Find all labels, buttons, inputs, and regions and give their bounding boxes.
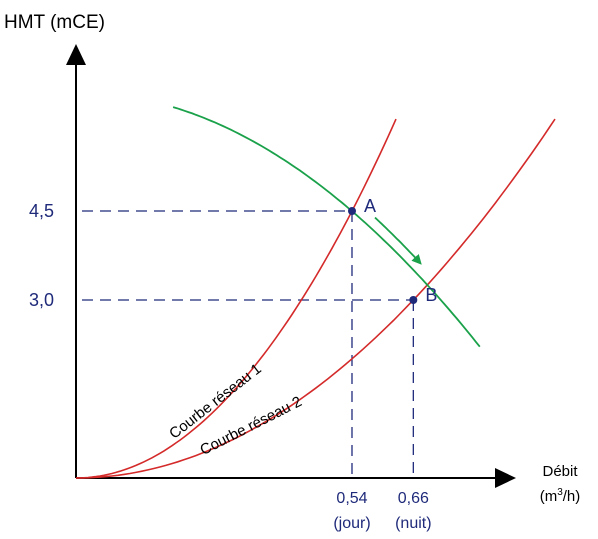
network-curve-1 <box>75 118 397 479</box>
guide-lines <box>82 210 414 475</box>
x-tick-sub-jour: (jour) <box>333 515 370 532</box>
y-tick-3-0: 3,0 <box>29 290 54 310</box>
x-axis-unit-suffix: /h) <box>563 488 581 505</box>
point-b <box>409 296 418 305</box>
point-b-label: B <box>425 285 437 305</box>
shift-arrow <box>374 216 422 265</box>
x-tick-sub-nuit: (nuit) <box>395 515 431 532</box>
network-curve-2 <box>75 118 556 479</box>
y-axis-arrow <box>66 44 86 65</box>
x-axis-label-line2: (m3/h) <box>540 487 581 505</box>
x-axis-unit-sup: 3 <box>557 487 563 498</box>
pump-curve <box>172 106 481 348</box>
point-a <box>347 207 356 216</box>
point-a-label: A <box>364 196 376 216</box>
x-axis-unit-prefix: (m <box>540 488 558 505</box>
y-axis-label: HMT (mCE) <box>4 12 105 33</box>
x-tick-0-66: 0,66 <box>398 490 429 507</box>
x-axis-arrow <box>495 468 516 488</box>
x-tick-0-54: 0,54 <box>336 490 367 507</box>
y-tick-4-5: 4,5 <box>29 201 54 221</box>
x-axis-label-line1: Débit <box>542 463 578 480</box>
